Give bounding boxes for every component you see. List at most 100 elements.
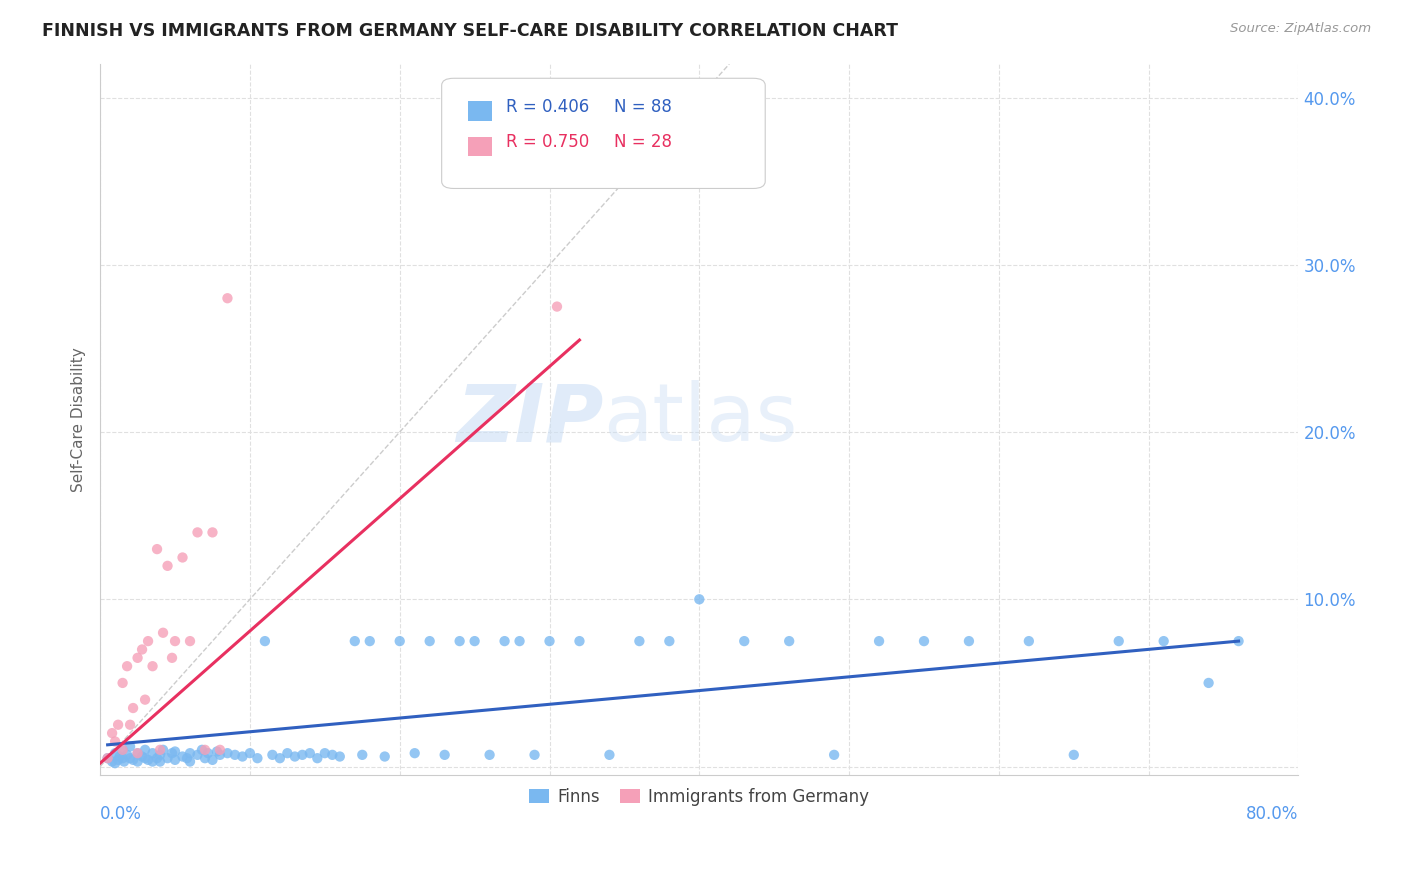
Point: [136, 753, 159, 767]
Point: [1153, 634, 1175, 648]
Point: [352, 747, 374, 762]
Point: [104, 756, 127, 771]
Point: [149, 747, 172, 762]
Point: [142, 659, 165, 673]
Text: R = 0.406: R = 0.406: [506, 98, 589, 116]
Point: [101, 726, 124, 740]
Point: [307, 751, 329, 765]
Point: [404, 746, 426, 760]
Point: [523, 747, 546, 762]
FancyBboxPatch shape: [468, 101, 492, 121]
Point: [253, 634, 276, 648]
Point: [127, 746, 149, 760]
Point: [127, 650, 149, 665]
Y-axis label: Self-Care Disability: Self-Care Disability: [72, 347, 86, 491]
Point: [778, 634, 800, 648]
Text: Source: ZipAtlas.com: Source: ZipAtlas.com: [1230, 22, 1371, 36]
Point: [276, 746, 298, 760]
Point: [115, 659, 138, 673]
Point: [176, 751, 198, 765]
Point: [246, 751, 269, 765]
Point: [104, 746, 127, 760]
Point: [111, 743, 134, 757]
Point: [111, 676, 134, 690]
Point: [598, 747, 620, 762]
Point: [329, 749, 352, 764]
Point: [201, 525, 224, 540]
Point: [419, 634, 441, 648]
Text: R = 0.750: R = 0.750: [506, 133, 589, 152]
Point: [239, 746, 262, 760]
Point: [160, 746, 183, 760]
Point: [464, 634, 486, 648]
Point: [868, 634, 890, 648]
Point: [568, 634, 591, 648]
Point: [146, 751, 169, 765]
Point: [122, 701, 145, 715]
Point: [120, 717, 142, 731]
Point: [1018, 634, 1040, 648]
Text: N = 88: N = 88: [614, 98, 672, 116]
Point: [478, 747, 501, 762]
Point: [112, 755, 135, 769]
Point: [127, 746, 149, 760]
Point: [733, 634, 755, 648]
Text: 0.0%: 0.0%: [100, 805, 142, 823]
Point: [186, 525, 208, 540]
Point: [107, 753, 129, 767]
Point: [359, 634, 381, 648]
Point: [658, 634, 681, 648]
Point: [823, 747, 845, 762]
Point: [201, 753, 224, 767]
Point: [1227, 634, 1250, 648]
Point: [107, 717, 129, 731]
Point: [343, 634, 366, 648]
Text: N = 28: N = 28: [614, 133, 672, 152]
Point: [298, 746, 321, 760]
Point: [152, 743, 174, 757]
Text: atlas: atlas: [603, 381, 797, 458]
Point: [149, 755, 172, 769]
Point: [321, 747, 343, 762]
Point: [314, 746, 336, 760]
Point: [186, 747, 208, 762]
Point: [284, 749, 307, 764]
Point: [120, 751, 142, 765]
Point: [122, 753, 145, 767]
Point: [912, 634, 935, 648]
FancyBboxPatch shape: [441, 78, 765, 188]
Point: [217, 746, 239, 760]
Point: [191, 743, 214, 757]
Point: [224, 747, 246, 762]
Point: [134, 692, 156, 706]
Point: [449, 634, 471, 648]
Point: [194, 743, 217, 757]
Point: [142, 746, 165, 760]
Point: [1198, 676, 1220, 690]
Point: [197, 746, 219, 760]
Point: [494, 634, 516, 648]
Point: [152, 625, 174, 640]
Point: [142, 755, 165, 769]
Point: [163, 753, 186, 767]
Point: [957, 634, 980, 648]
Point: [546, 300, 568, 314]
Legend: Finns, Immigrants from Germany: Finns, Immigrants from Germany: [523, 781, 876, 813]
Point: [269, 751, 291, 765]
Text: FINNISH VS IMMIGRANTS FROM GERMANY SELF-CARE DISABILITY CORRELATION CHART: FINNISH VS IMMIGRANTS FROM GERMANY SELF-…: [42, 22, 898, 40]
Point: [160, 650, 183, 665]
Point: [217, 291, 239, 305]
Point: [291, 747, 314, 762]
Point: [163, 744, 186, 758]
Point: [194, 751, 217, 765]
Point: [149, 743, 172, 757]
Point: [131, 642, 153, 657]
Text: 80.0%: 80.0%: [1246, 805, 1299, 823]
Point: [163, 634, 186, 648]
Point: [208, 747, 231, 762]
Point: [374, 749, 396, 764]
Point: [134, 743, 156, 757]
Point: [104, 734, 127, 748]
Point: [127, 755, 149, 769]
Point: [172, 749, 194, 764]
